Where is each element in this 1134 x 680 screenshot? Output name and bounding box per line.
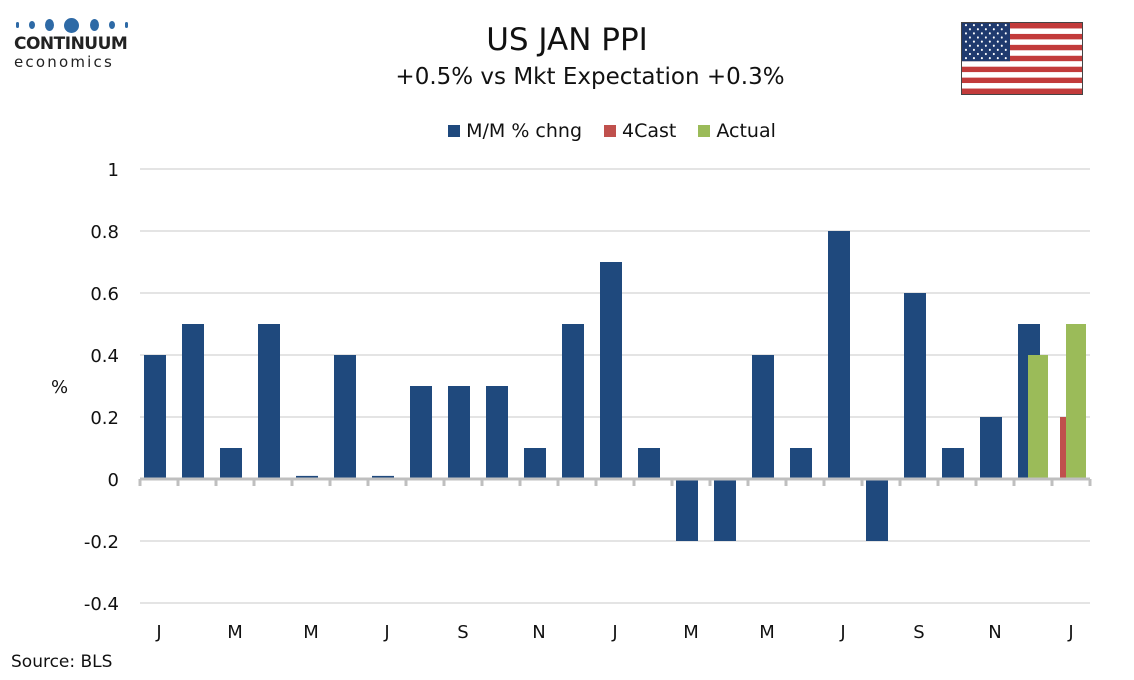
x-tick-label: J	[155, 622, 161, 643]
bar-mm	[790, 448, 812, 479]
legend-label-4cast: 4Cast	[622, 120, 677, 142]
logo-sub: economics	[14, 53, 114, 71]
bar-mm	[638, 448, 660, 479]
x-tick-label: N	[988, 622, 1001, 643]
bar-mm	[486, 386, 508, 479]
us-flag-icon	[961, 22, 1083, 95]
source-note: Source: BLS	[11, 652, 113, 672]
bar-mm	[524, 448, 546, 479]
chart-legend: M/M % chng 4Cast Actual	[0, 118, 1134, 144]
bar-mm	[714, 479, 736, 541]
x-tick-label: M	[227, 622, 243, 643]
bar-mm	[334, 355, 356, 479]
bar-mm	[828, 231, 850, 479]
x-tick-label: M	[759, 622, 775, 643]
bar-mm	[296, 475, 318, 479]
bar-mm	[942, 448, 964, 479]
legend-swatch-4cast	[604, 125, 617, 137]
bar-mm	[220, 448, 242, 479]
y-tick-label: 0.2	[90, 408, 119, 429]
x-tick-label: S	[457, 622, 468, 643]
logo-dots-icon	[16, 16, 128, 34]
bar-mm	[600, 262, 622, 479]
bar-mm	[904, 293, 926, 479]
legend-label-actual: Actual	[716, 120, 776, 142]
y-tick-label: 1	[108, 160, 119, 181]
x-tick-label: M	[683, 622, 699, 643]
continuum-economics-logo: CONTINUUM economics	[14, 16, 134, 71]
bar-mm	[562, 324, 584, 479]
bar-mm	[980, 417, 1002, 479]
bar-mm	[258, 324, 280, 479]
legend-swatch-mm	[448, 125, 461, 137]
bar-mm	[448, 386, 470, 479]
x-tick-label: J	[839, 622, 845, 643]
x-tick-label: J	[383, 622, 389, 643]
x-tick-label: S	[913, 622, 924, 643]
y-tick-label: -0.4	[84, 594, 119, 615]
y-tick-label: 0.4	[90, 346, 119, 367]
bar-mm	[752, 355, 774, 479]
legend-item-actual: Actual	[698, 118, 776, 144]
chart-subtitle: +0.5% vs Mkt Expectation +0.3%	[395, 64, 785, 90]
chart-title: US JAN PPI	[486, 22, 648, 58]
y-tick-label: 0	[108, 470, 119, 491]
logo-name: CONTINUUM	[14, 34, 128, 54]
legend-swatch-actual	[698, 125, 711, 137]
legend-item-mm: M/M % chng	[448, 118, 582, 144]
bar-mm	[410, 386, 432, 479]
bar-mm	[676, 479, 698, 541]
x-tick-label: J	[611, 622, 617, 643]
legend-label-mm: M/M % chng	[466, 120, 583, 142]
bar-mm	[144, 355, 166, 479]
x-tick-label: J	[1067, 622, 1073, 643]
bar-mm	[866, 479, 888, 541]
bar-actual	[1028, 355, 1048, 479]
legend-item-4cast: 4Cast	[604, 118, 676, 144]
bar-4cast	[1060, 417, 1066, 479]
x-tick-label: M	[303, 622, 319, 643]
x-tick-label: N	[532, 622, 545, 643]
y-tick-label: -0.2	[84, 532, 119, 553]
y-axis-label: %	[51, 377, 68, 398]
bar-mm	[182, 324, 204, 479]
bar-actual	[1066, 324, 1086, 479]
y-tick-label: 0.6	[90, 284, 119, 305]
y-tick-label: 0.8	[90, 222, 119, 243]
bar-mm	[372, 475, 394, 479]
